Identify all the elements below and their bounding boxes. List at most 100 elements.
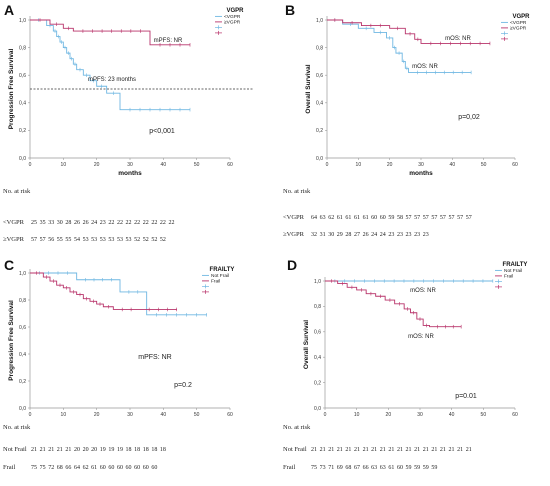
risk-value: 21 — [39, 447, 46, 453]
x-tick-label: 60 — [512, 162, 518, 168]
km-curve-group2 — [325, 280, 462, 328]
risk-values: 21 21 21 21 21 21 21 21 21 21 21 21 21 21 21 21 21 21 21 — [311, 447, 474, 453]
y-tick-label: 0,6 — [316, 73, 323, 79]
risk-value: 53 — [116, 237, 123, 243]
risk-value: 28 — [345, 232, 352, 238]
risk-value: 23 — [396, 232, 403, 238]
risk-value: 35 — [39, 220, 46, 226]
risk-value: 19 — [99, 447, 106, 453]
risk-value: 64 — [311, 215, 317, 221]
x-axis-label: months — [409, 170, 433, 175]
risk-table-c: No. at risk Not Frail 21 21 21 21 21 20 20 20 19 19… — [3, 419, 273, 479]
x-tick-label: 20 — [387, 162, 393, 168]
risk-value: 21 — [379, 447, 386, 453]
risk-value: 22 — [108, 220, 115, 226]
km-curve-group1 — [30, 272, 207, 316]
km-curve-group1 — [30, 19, 190, 111]
x-tick-label: 0 — [324, 412, 327, 418]
x-tick-label: 10 — [356, 162, 362, 168]
risk-value: 22 — [116, 220, 123, 226]
risk-value: 61 — [91, 465, 98, 471]
risk-value: 20 — [91, 447, 98, 453]
risk-value: 28 — [65, 220, 72, 226]
risk-value: 68 — [56, 465, 63, 471]
risk-table-row: ≥VGPR 57 57 56 55 55 54 53 53 53 53 53 53 52 52 52 52 — [3, 236, 169, 243]
legend-entry: Frail — [211, 279, 220, 285]
risk-value: 27 — [353, 232, 360, 238]
risk-value: 60 — [379, 215, 386, 221]
risk-value: 60 — [116, 465, 123, 471]
risk-value: 21 — [48, 447, 55, 453]
y-tick-label: 0,6 — [19, 325, 26, 331]
chart-annotation: p=0.2 — [174, 382, 192, 389]
x-tick-label: 30 — [127, 412, 133, 418]
y-tick-label: 0,4 — [316, 101, 323, 107]
x-tick-label: 10 — [61, 162, 67, 168]
y-tick-label: 1,0 — [314, 279, 321, 285]
panel-a: A 0,0 0,2 0,4 0,6 0,8 1,0 0 10 20 30 40 50 60 months P… — [0, 0, 275, 243]
risk-table-row: Not Frail 21 21 21 21 21 20 20 20 19 19 19 18 18 18 18 1… — [3, 446, 169, 453]
km-chart-c: 0,00,20,40,60,81,00102030405060MonthsPro… — [8, 267, 234, 418]
chart-annotation: mPFS: NR — [138, 354, 171, 361]
y-axis-label: Overall Survival — [303, 320, 310, 369]
x-tick-label: 10 — [61, 412, 67, 418]
risk-value: 21 — [353, 447, 360, 453]
risk-value: 61 — [362, 215, 369, 221]
x-tick-label: 50 — [481, 162, 487, 168]
risk-table-title: No. at risk — [3, 188, 31, 195]
y-tick-label: 0,0 — [19, 406, 26, 412]
panel-label-a: A — [4, 2, 15, 18]
risk-value: 21 — [328, 447, 335, 453]
y-tick-label: 0,6 — [314, 330, 321, 336]
risk-value: 30 — [328, 232, 335, 238]
y-tick-label: 0,2 — [314, 380, 321, 386]
risk-value: 59 — [388, 215, 395, 221]
y-tick-label: 0,8 — [316, 45, 323, 51]
risk-value: 57 — [439, 215, 446, 221]
km-chart-a: 0,0 0,2 0,4 0,6 0,8 1,0 0 10 20 30 40 50 60 months Pro… — [8, 8, 254, 175]
risk-value: 61 — [388, 465, 395, 471]
x-tick-label: 0 — [29, 412, 32, 418]
risk-value: 21 — [319, 447, 326, 453]
km-curve-group1 — [327, 19, 472, 73]
risk-value: 72 — [48, 465, 55, 471]
x-tick-label: 60 — [512, 412, 518, 418]
y-tick-label: 0,8 — [314, 304, 321, 310]
panel-b: B 0,0 0,2 0,4 0,6 0,8 1,0 0 10 20 30 40 50 60 months O… — [275, 0, 550, 243]
chart-annotation: p=0.01 — [455, 393, 477, 400]
risk-value: 31 — [319, 232, 326, 238]
risk-value: 57 — [422, 215, 429, 221]
risk-value: 22 — [134, 220, 141, 226]
risk-table-row: Not Frail 21 21 21 21 21 21 21 21 21 21 21 21 21 21 21 2… — [283, 446, 474, 453]
risk-group-label: Not Frail — [3, 446, 27, 453]
risk-value: 18 — [151, 447, 158, 453]
risk-value: 60 — [99, 465, 106, 471]
chart-annotation: p=0,02 — [458, 114, 480, 121]
x-tick-label: 40 — [449, 412, 455, 418]
risk-value: 75 — [31, 465, 37, 471]
risk-group-label: ≥VGPR — [3, 236, 24, 243]
x-tick-label: 30 — [127, 162, 133, 168]
legend-entry: ≥VGPR — [224, 20, 241, 26]
risk-group-label: <VGPR — [283, 214, 305, 221]
risk-value: 18 — [159, 447, 166, 453]
risk-value: 63 — [371, 465, 378, 471]
y-axis-label: Progression Free Survival — [8, 49, 15, 130]
risk-value: 59 — [405, 465, 412, 471]
risk-value: 63 — [319, 215, 326, 221]
risk-value: 18 — [134, 447, 141, 453]
y-tick-label: 0,8 — [19, 298, 26, 304]
risk-value: 21 — [465, 447, 472, 453]
risk-value: 21 — [414, 447, 421, 453]
risk-value: 55 — [65, 237, 72, 243]
legend-title: VGPR — [512, 14, 530, 20]
risk-value: 75 — [39, 465, 46, 471]
risk-value: 66 — [65, 465, 72, 471]
risk-value: 53 — [99, 237, 106, 243]
risk-value: 21 — [31, 447, 37, 453]
risk-value: 33 — [48, 220, 55, 226]
risk-value: 21 — [396, 447, 403, 453]
x-tick-label: 0 — [29, 162, 32, 168]
x-axis-label: months — [118, 170, 142, 175]
x-tick-label: 60 — [227, 412, 233, 418]
